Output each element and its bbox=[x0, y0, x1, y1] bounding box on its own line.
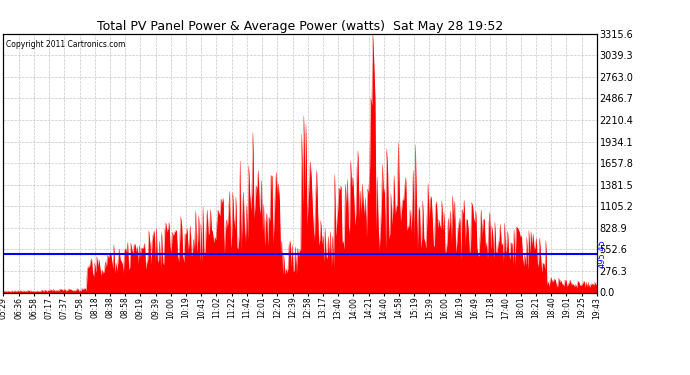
Title: Total PV Panel Power & Average Power (watts)  Sat May 28 19:52: Total PV Panel Power & Average Power (wa… bbox=[97, 20, 503, 33]
Text: 495.45: 495.45 bbox=[0, 239, 3, 268]
Text: Copyright 2011 Cartronics.com: Copyright 2011 Cartronics.com bbox=[6, 40, 126, 49]
Text: 495.45: 495.45 bbox=[598, 239, 607, 268]
